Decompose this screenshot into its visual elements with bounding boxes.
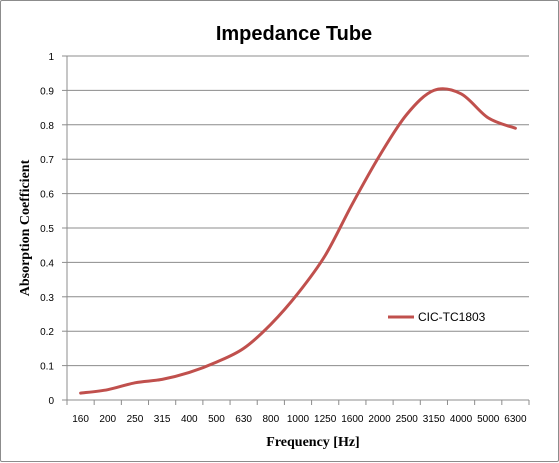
y-tick-labels: 0 0.1 0.2 0.3 0.4 0.5 0.6 0.7 0.8 0.9 1 bbox=[40, 52, 54, 407]
x-tick-label: 3150 bbox=[423, 414, 446, 425]
y-tick-label: 0.1 bbox=[40, 362, 54, 373]
chart-title: Impedance Tube bbox=[216, 23, 372, 45]
x-tick-label: 800 bbox=[262, 414, 279, 425]
y-tick-label: 0.6 bbox=[40, 190, 54, 201]
x-tick-label: 500 bbox=[208, 414, 225, 425]
x-tick-label: 2000 bbox=[368, 414, 391, 425]
x-tick-label: 630 bbox=[235, 414, 252, 425]
x-tick-label: 1600 bbox=[341, 414, 364, 425]
y-tick-label: 0.8 bbox=[40, 121, 54, 132]
x-tick-label: 4000 bbox=[450, 414, 473, 425]
legend: CIC-TC1803 bbox=[388, 310, 486, 324]
x-tick-label: 250 bbox=[127, 414, 144, 425]
x-tick-label: 200 bbox=[99, 414, 116, 425]
legend-label: CIC-TC1803 bbox=[418, 310, 486, 324]
y-tick-label: 0.9 bbox=[40, 86, 54, 97]
grid-lines bbox=[67, 55, 529, 367]
series-line bbox=[79, 87, 517, 395]
y-tick-label: 1 bbox=[48, 52, 54, 63]
y-tick-label: 0 bbox=[48, 396, 54, 407]
x-tick-label: 1250 bbox=[314, 414, 337, 425]
axes bbox=[62, 55, 530, 405]
series-lines bbox=[79, 87, 517, 395]
x-tick-labels: 160 200 250 315 400 500 630 800 1000 1250 1600 2000… bbox=[72, 414, 527, 425]
y-tick-label: 0.4 bbox=[40, 258, 54, 269]
y-tick-label: 0.2 bbox=[40, 327, 54, 338]
x-tick-label: 6300 bbox=[504, 414, 527, 425]
x-axis-label: Frequency [Hz] bbox=[266, 435, 359, 450]
x-tick-label: 2500 bbox=[396, 414, 419, 425]
y-axis-label: Absorption Coefficient bbox=[18, 159, 33, 296]
x-tick-label: 1000 bbox=[287, 414, 310, 425]
y-tick-label: 0.3 bbox=[40, 293, 54, 304]
x-tick-label: 5000 bbox=[477, 414, 500, 425]
y-tick-label: 0.5 bbox=[40, 224, 54, 235]
x-tick-label: 315 bbox=[154, 414, 171, 425]
x-tick-label: 160 bbox=[72, 414, 89, 425]
x-tick-label: 400 bbox=[181, 414, 198, 425]
y-tick-label: 0.7 bbox=[40, 155, 54, 166]
